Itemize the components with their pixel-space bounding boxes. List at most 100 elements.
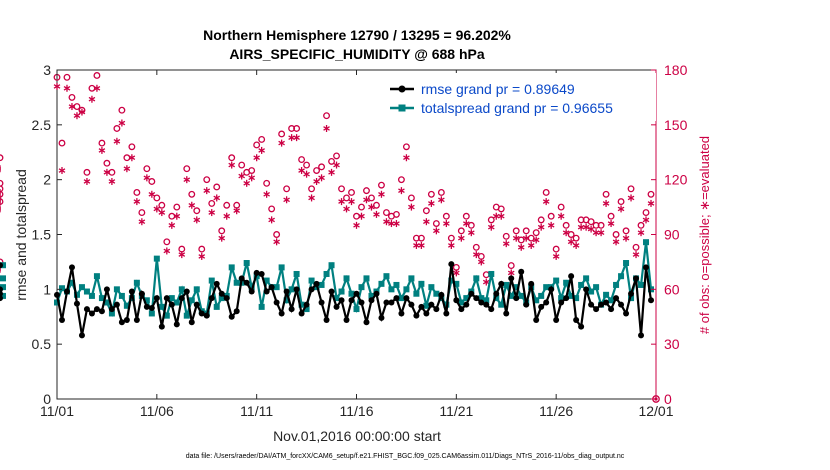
rmse-point	[173, 321, 180, 328]
rmse-point	[178, 295, 185, 302]
obs-possible-point	[572, 234, 580, 242]
obs-possible-point	[487, 216, 495, 224]
rmse-point	[143, 303, 150, 310]
obs-evaluated-point	[532, 236, 540, 244]
rmse-point	[238, 275, 245, 282]
obs-possible-point	[617, 198, 625, 206]
obs-evaluated-point	[83, 177, 91, 185]
obs-possible-point	[562, 221, 570, 229]
totalspread-point	[493, 295, 500, 302]
totalspread-point	[163, 312, 170, 319]
rmse-point	[123, 317, 130, 324]
rmse-point	[488, 306, 495, 313]
obs-possible-point	[298, 156, 306, 164]
obs-evaluated-point	[103, 168, 111, 176]
obs-possible-point	[188, 190, 196, 198]
rmse-point	[523, 301, 530, 308]
obs-evaluated-point	[612, 238, 620, 246]
obs-possible-point	[462, 212, 470, 220]
obs-possible-point	[193, 207, 201, 215]
rmse-point	[83, 306, 90, 313]
rmse-point	[318, 299, 325, 306]
y-axis-right-label: # of obs: o=possible; ∗=evaluated	[697, 136, 712, 334]
obs-evaluated-point	[497, 212, 505, 220]
rmse-point	[618, 301, 625, 308]
rmse-point	[293, 286, 300, 293]
totalspread-point	[113, 286, 120, 293]
obs-evaluated-point	[213, 194, 221, 202]
obs-possible-point	[113, 125, 121, 132]
rmse-point	[538, 303, 545, 310]
totalspread-point	[413, 290, 420, 297]
totalspread-point	[68, 279, 75, 286]
totalspread-point	[568, 292, 575, 299]
totalspread-point	[453, 280, 460, 287]
rmse-point	[588, 301, 595, 308]
obs-evaluated-point	[418, 241, 425, 249]
rmse-point	[493, 290, 500, 297]
obs-possible-point	[133, 189, 141, 196]
obs-evaluated-point	[482, 278, 490, 286]
rmse-point	[73, 300, 80, 307]
totalspread-point	[78, 284, 85, 291]
totalspread-point	[378, 280, 385, 287]
obs-possible-point	[417, 234, 425, 242]
rmse-point	[58, 317, 65, 324]
rmse-point	[298, 310, 305, 317]
obs-evaluated-point	[228, 161, 236, 169]
y-tick-right-label: 30	[664, 336, 680, 352]
rmse-point	[428, 301, 435, 308]
totalspread-point	[118, 292, 125, 299]
rmse-point	[548, 286, 555, 293]
x-tick-label: 11/21	[439, 403, 473, 419]
obs-possible-point	[73, 103, 81, 111]
obs-possible-point	[83, 168, 91, 176]
totalspread-point	[318, 281, 325, 288]
obs-possible-point	[158, 201, 166, 209]
totalspread-point	[473, 275, 480, 282]
obs-evaluated-point	[98, 146, 106, 154]
totalspread-point	[503, 281, 510, 288]
rmse-point	[228, 313, 235, 320]
rmse-point	[423, 310, 430, 317]
obs-possible-point	[148, 178, 156, 185]
rmse-point	[68, 264, 75, 271]
totalspread-point	[308, 277, 315, 284]
rmse-point	[598, 301, 605, 308]
obs-evaluated-point	[328, 168, 335, 176]
rmse-point	[623, 310, 630, 317]
obs-evaluated-point	[502, 240, 510, 248]
totalspread-point	[588, 288, 595, 295]
totalspread-point	[178, 286, 185, 293]
obs-possible-point	[547, 212, 555, 220]
obs-possible-point	[343, 194, 350, 202]
rmse-point	[508, 275, 515, 282]
obs-possible-point	[253, 141, 261, 149]
obs-possible-point	[278, 130, 286, 138]
obs-possible-point	[378, 181, 385, 189]
totalspread-point	[248, 284, 255, 291]
obs-possible-point	[647, 190, 655, 198]
obs-evaluated-point	[123, 165, 131, 173]
obs-evaluated-point	[512, 234, 520, 242]
rmse-point	[183, 288, 190, 295]
totalspread-point	[103, 299, 110, 306]
obs-evaluated-point	[627, 194, 635, 202]
rmse-point	[573, 317, 580, 324]
totalspread-point	[463, 295, 470, 302]
totalspread-point	[608, 297, 615, 304]
totalspread-point	[558, 295, 565, 302]
obs-possible-point	[93, 72, 101, 79]
rmse-point	[463, 301, 470, 308]
rmse-point	[348, 297, 355, 304]
obs-evaluated-point	[143, 174, 151, 182]
obs-evaluated-point	[68, 103, 76, 111]
obs-evaluated-point	[477, 258, 485, 266]
obs-evaluated-point	[173, 212, 181, 220]
totalspread-point	[358, 284, 365, 291]
totalspread-point	[423, 302, 430, 309]
y-tick-right-label: 60	[664, 281, 680, 297]
totalspread-point	[613, 281, 620, 288]
obs-possible-point	[363, 187, 370, 195]
totalspread-point	[243, 260, 250, 267]
